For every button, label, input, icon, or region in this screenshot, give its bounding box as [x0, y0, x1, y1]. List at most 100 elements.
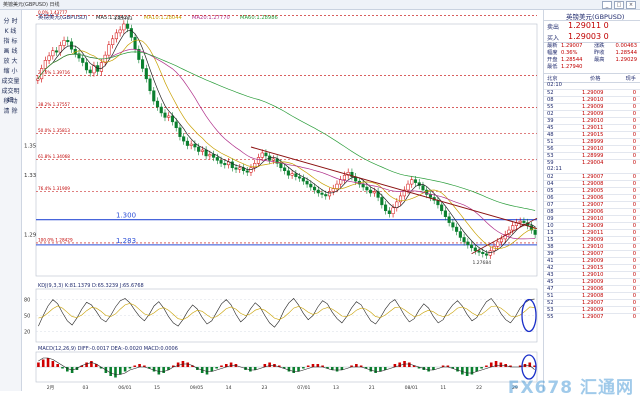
candle-body [398, 195, 403, 203]
macd-highlight-ellipse [521, 354, 537, 380]
toolbar-indicator[interactable]: 指 标 [0, 36, 21, 45]
ticks-list[interactable]: 02:10 52 1.29009 0 08 1.29010 0 55 1.29009 0 02 1.2… [544, 82, 640, 391]
chart-area[interactable]: 英镑美元(GBPUSD) MA5:1.28427 MA10:1.28044 MA20:… [22, 10, 542, 391]
toolbar-zoomout[interactable]: 缩 小 [0, 66, 21, 75]
tick-row[interactable]: 38 1.29010 0 [544, 243, 640, 251]
tick-row[interactable]: 53 1.29009 0 [544, 306, 640, 314]
candle-body [271, 158, 275, 161]
macd-panel[interactable]: MACD(12,26,9) DIFF:-0.0017 DEA:-0.0020 M… [35, 346, 538, 383]
candle-body [212, 154, 216, 158]
candle-body [380, 197, 384, 206]
candle-body [369, 189, 373, 194]
tick-row[interactable]: 39 1.29007 0 [544, 250, 640, 258]
tick-row[interactable]: 39 1.29010 0 [544, 117, 640, 125]
tick-row[interactable]: 48 1.29015 0 [544, 131, 640, 139]
up-trend-line [471, 217, 538, 255]
tick-row[interactable]: 15 1.29009 0 [544, 236, 640, 244]
toolbar-detail[interactable]: 成交明细 [0, 86, 21, 104]
tick-time-header: 02:11 [547, 166, 562, 172]
kdj-highlight-ellipse [521, 298, 537, 333]
tick-row[interactable]: 10 1.29009 0 [544, 222, 640, 230]
window-title: 英镑美元(GBPUSD) 日线 [3, 2, 60, 8]
candle-body [283, 167, 287, 172]
tick-row[interactable]: 02 1.29007 0 [544, 173, 640, 181]
toolbar-move[interactable]: 移 动 [0, 96, 21, 105]
tick-price: 1.29009 [582, 307, 604, 313]
tick-row[interactable]: 04 1.29008 0 [544, 180, 640, 188]
tick-volume: 0 [632, 97, 636, 103]
tick-row[interactable]: 05 1.29005 0 [544, 187, 640, 195]
candle-body [185, 140, 189, 146]
tick-price: 1.29007 [582, 300, 604, 306]
candle-body [443, 210, 447, 217]
candle-body [126, 23, 130, 29]
tick-volume: 0 [632, 314, 636, 320]
tick-row[interactable]: 55 1.29009 0 [544, 103, 640, 111]
tick-row[interactable]: 55 1.29007 0 [544, 313, 640, 321]
toolbar-clear[interactable]: 清 除 [0, 106, 21, 115]
tick-row[interactable]: 53 1.28999 0 [544, 152, 640, 160]
tick-row[interactable]: 45 1.29011 0 [544, 124, 640, 132]
price-panel[interactable]: 英镑美元(GBPUSD) MA5:1.28427 MA10:1.28044 MA20:… [24, 10, 538, 277]
tick-row[interactable]: 51 1.28999 0 [544, 138, 640, 146]
tick-row[interactable]: 47 1.29006 0 [544, 285, 640, 293]
kdj-panel[interactable]: KDJ(9,3,3) K:81.1379 D:65.3239 J:65.6768… [24, 283, 538, 343]
tick-row[interactable]: 06 1.29006 0 [544, 194, 640, 202]
tick-volume: 0 [632, 237, 636, 243]
stat-value: 1.27940 [561, 64, 583, 70]
tick-row[interactable]: 59 1.29004 0 [544, 159, 640, 167]
tick-volume: 0 [632, 125, 636, 131]
minimize-button[interactable]: _ [602, 1, 612, 9]
candle-body [470, 244, 474, 249]
maximize-button[interactable]: □ [614, 1, 624, 9]
candle-body [200, 149, 204, 152]
tick-second: 02 [547, 174, 554, 180]
candle-body [264, 152, 268, 157]
tick-volume: 0 [632, 202, 636, 208]
toolbar-kline[interactable]: K 线 [0, 26, 21, 35]
tick-row[interactable]: 52 1.29007 0 [544, 299, 640, 307]
tick-row[interactable]: 08 1.29006 0 [544, 208, 640, 216]
tick-row[interactable]: 45 1.29009 0 [544, 278, 640, 286]
close-button[interactable]: × [626, 1, 636, 9]
tick-row[interactable]: 08 1.29010 0 [544, 96, 640, 104]
stat-value: 0.00463 [615, 43, 637, 49]
toolbar-drawline[interactable]: 画 线 [0, 46, 21, 55]
fib-level-label: 76.4% 1.31909 [38, 186, 70, 191]
candle-body [361, 183, 365, 188]
buy-row[interactable]: 买入 1.29003 0 [544, 32, 640, 43]
candle-body [331, 188, 335, 192]
candle-body [395, 201, 399, 209]
toolbar-timeshare[interactable]: 分 时 [0, 16, 21, 25]
candle-body [133, 37, 137, 50]
tick-row[interactable]: 41 1.29009 0 [544, 257, 640, 265]
tick-price: 1.29010 [582, 244, 604, 250]
candle-body [294, 173, 298, 177]
toolbar-zoomin[interactable]: 放 大 [0, 56, 21, 65]
tick-row[interactable]: 02 1.29009 0 [544, 110, 640, 118]
candle-body [286, 170, 290, 176]
tick-row[interactable]: 43 1.29010 0 [544, 271, 640, 279]
tick-row[interactable]: 42 1.29015 0 [544, 264, 640, 272]
x-tick-label: 09/05 [190, 385, 203, 391]
stat-label: 最新 [547, 43, 558, 49]
toolbar-volume[interactable]: 成交量 [0, 76, 21, 85]
x-tick-label: 08/01 [405, 385, 418, 391]
tick-row[interactable]: 51 1.29008 0 [544, 292, 640, 300]
x-tick-label: 23 [261, 385, 267, 391]
tick-row[interactable]: 07 1.29007 0 [544, 201, 640, 209]
tick-row[interactable]: 56 1.29010 0 [544, 145, 640, 153]
tick-second: 04 [547, 181, 554, 187]
sell-row[interactable]: 卖出 1.29011 0 [544, 21, 640, 31]
candle-body [230, 161, 234, 169]
tick-row[interactable]: 09 1.29010 0 [544, 215, 640, 223]
tick-second: 10 [547, 223, 554, 229]
candle-body [350, 171, 354, 177]
tick-volume: 0 [632, 90, 636, 96]
tick-price: 1.29005 [582, 188, 604, 194]
candle-body [309, 183, 313, 188]
fib-level-label: 61.8% 1.34068 [38, 154, 70, 159]
tick-row[interactable]: 13 1.29011 0 [544, 229, 640, 237]
tick-second: 55 [547, 104, 554, 110]
tick-row[interactable]: 52 1.29009 0 [544, 89, 640, 97]
